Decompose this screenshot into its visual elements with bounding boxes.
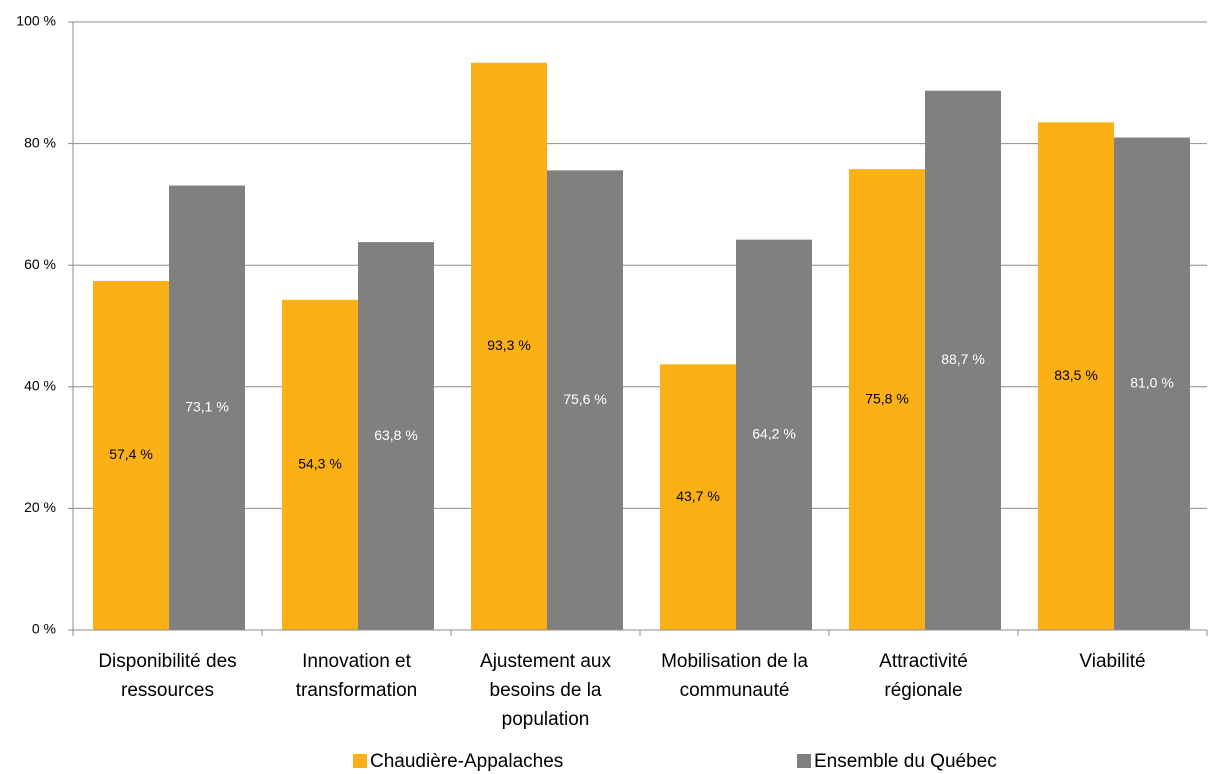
x-tick-label: communauté (680, 680, 790, 701)
x-tick-label: Attractivité (879, 651, 968, 672)
legend-swatch (353, 754, 367, 768)
y-tick-label: 20 % (24, 499, 56, 515)
value-label: 93,3 % (487, 337, 531, 353)
x-tick-label: besoins de la (490, 680, 602, 701)
x-tick-label: Disponibilité des (98, 651, 236, 672)
bar (358, 242, 434, 630)
value-label: 73,1 % (185, 398, 229, 414)
legend-swatch (797, 754, 811, 768)
y-tick-label: 80 % (24, 134, 56, 150)
bar (925, 90, 1001, 631)
value-label: 57,4 % (109, 446, 153, 462)
value-label: 75,6 % (563, 391, 607, 407)
value-label: 63,8 % (374, 427, 418, 443)
bar (471, 62, 547, 630)
y-tick-label: 100 % (16, 13, 56, 29)
bar (169, 185, 245, 630)
value-label: 54,3 % (298, 456, 342, 472)
legend-label: Ensemble du Québec (814, 751, 997, 772)
value-label: 81,0 % (1130, 374, 1174, 390)
legend-label: Chaudière-Appalaches (370, 751, 563, 772)
bar (547, 170, 623, 631)
x-tick-label: Ajustement aux (480, 651, 611, 672)
y-tick-label: 60 % (24, 256, 56, 272)
bar (660, 364, 736, 630)
y-tick-label: 0 % (32, 621, 56, 637)
bar (849, 169, 925, 631)
value-label: 75,8 % (865, 390, 909, 406)
x-tick-label: ressources (121, 680, 214, 701)
y-tick-label: 40 % (24, 378, 56, 394)
bar (736, 239, 812, 630)
bar (93, 281, 169, 630)
x-tick-label: régionale (884, 680, 962, 701)
value-label: 88,7 % (941, 351, 985, 367)
value-label: 64,2 % (752, 426, 796, 442)
x-tick-label: population (502, 709, 590, 730)
x-tick-label: Innovation et (302, 651, 412, 672)
x-tick-label: Mobilisation de la (661, 651, 808, 672)
bar (1114, 137, 1190, 630)
value-label: 83,5 % (1054, 367, 1098, 383)
bar (1038, 122, 1114, 630)
bar (282, 299, 358, 630)
value-label: 43,7 % (676, 488, 720, 504)
x-tick-label: transformation (296, 680, 417, 701)
x-tick-label: Viabilité (1079, 651, 1145, 672)
